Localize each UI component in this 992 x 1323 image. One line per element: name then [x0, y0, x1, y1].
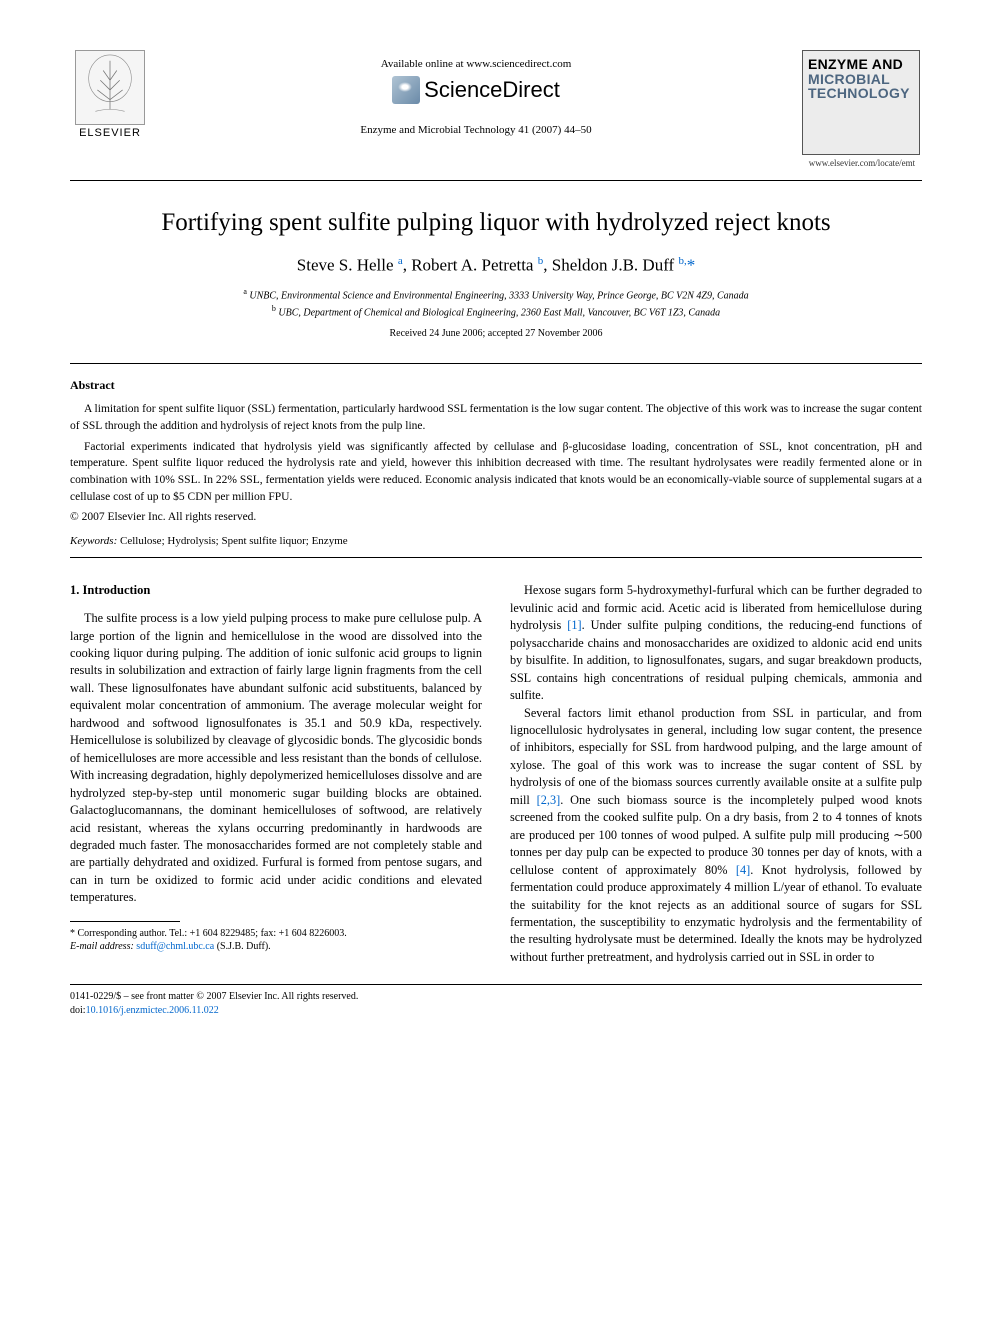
footnote-block: * Corresponding author. Tel.: +1 604 822… — [70, 921, 482, 954]
article-title: Fortifying spent sulfite pulping liquor … — [70, 209, 922, 237]
footnote-rule — [70, 921, 180, 922]
corr-email[interactable]: sduff@chml.ubc.ca — [136, 941, 214, 952]
elsevier-logo: ELSEVIER — [70, 50, 150, 139]
keywords-label: Keywords: — [70, 535, 117, 547]
footer-doi-line: doi:10.1016/j.enzmictec.2006.11.022 — [70, 1004, 922, 1018]
page-container: ELSEVIER Available online at www.science… — [0, 0, 992, 1058]
doi-label: doi: — [70, 1005, 86, 1016]
keywords: Keywords: Cellulose; Hydrolysis; Spent s… — [70, 535, 922, 547]
citation-1[interactable]: [1] — [567, 618, 581, 632]
corr-email-line: E-mail address: sduff@chml.ubc.ca (S.J.B… — [70, 940, 482, 954]
section-1-para-3: Several factors limit ethanol production… — [510, 705, 922, 967]
email-label: E-mail address: — [70, 941, 134, 952]
available-online-text: Available online at www.sciencedirect.co… — [150, 58, 802, 70]
citation-2-3[interactable]: [2,3] — [537, 793, 561, 807]
citation-4[interactable]: [4] — [736, 863, 750, 877]
cover-box: ENZYME AND MICROBIAL TECHNOLOGY — [802, 50, 920, 155]
footer-copyright: 0141-0229/$ – see front matter © 2007 El… — [70, 990, 922, 1004]
article-dates: Received 24 June 2006; accepted 27 Novem… — [70, 328, 922, 339]
journal-reference: Enzyme and Microbial Technology 41 (2007… — [150, 124, 802, 136]
authors: Steve S. Helle a, Robert A. Petretta b, … — [70, 255, 922, 276]
header-rule — [70, 180, 922, 181]
sciencedirect-logo[interactable]: ScienceDirect — [392, 76, 560, 104]
affiliations: a UNBC, Environmental Science and Enviro… — [70, 286, 922, 321]
cover-title-line3: TECHNOLOGY — [808, 86, 914, 101]
corr-email-suffix: (S.J.B. Duff). — [217, 941, 271, 952]
corr-contact: * Corresponding author. Tel.: +1 604 822… — [70, 927, 482, 941]
affiliation-b: b UBC, Department of Chemical and Biolog… — [70, 303, 922, 320]
footer: 0141-0229/$ – see front matter © 2007 El… — [70, 990, 922, 1018]
abstract-bottom-rule — [70, 557, 922, 558]
keywords-text: Cellulose; Hydrolysis; Spent sulfite liq… — [120, 535, 348, 547]
center-header: Available online at www.sciencedirect.co… — [150, 50, 802, 136]
header-row: ELSEVIER Available online at www.science… — [70, 50, 922, 168]
section-1-para-2: Hexose sugars form 5-hydroxymethyl-furfu… — [510, 582, 922, 704]
section-1-heading: 1. Introduction — [70, 582, 482, 600]
abstract-heading: Abstract — [70, 378, 922, 393]
body-columns: 1. Introduction The sulfite process is a… — [70, 582, 922, 966]
cover-title-line1: ENZYME AND — [808, 57, 914, 72]
abstract-copyright: © 2007 Elsevier Inc. All rights reserved… — [70, 511, 922, 523]
sciencedirect-icon — [392, 76, 420, 104]
abstract-top-rule — [70, 363, 922, 364]
section-1-para-1: The sulfite process is a low yield pulpi… — [70, 610, 482, 907]
doi-link[interactable]: 10.1016/j.enzmictec.2006.11.022 — [86, 1005, 219, 1016]
abstract-p2: Factorial experiments indicated that hyd… — [70, 439, 922, 506]
sciencedirect-text: ScienceDirect — [424, 77, 560, 103]
footer-rule — [70, 984, 922, 985]
affiliation-a: a UNBC, Environmental Science and Enviro… — [70, 286, 922, 303]
corresponding-author-note: * Corresponding author. Tel.: +1 604 822… — [70, 927, 482, 954]
elsevier-tree-icon — [75, 50, 145, 125]
cover-title-line2: MICROBIAL — [808, 72, 914, 87]
abstract-p1: A limitation for spent sulfite liquor (S… — [70, 401, 922, 434]
journal-cover: ENZYME AND MICROBIAL TECHNOLOGY www.else… — [802, 50, 922, 168]
elsevier-label: ELSEVIER — [70, 127, 150, 139]
abstract-body: A limitation for spent sulfite liquor (S… — [70, 401, 922, 505]
cover-url[interactable]: www.elsevier.com/locate/emt — [802, 158, 922, 168]
